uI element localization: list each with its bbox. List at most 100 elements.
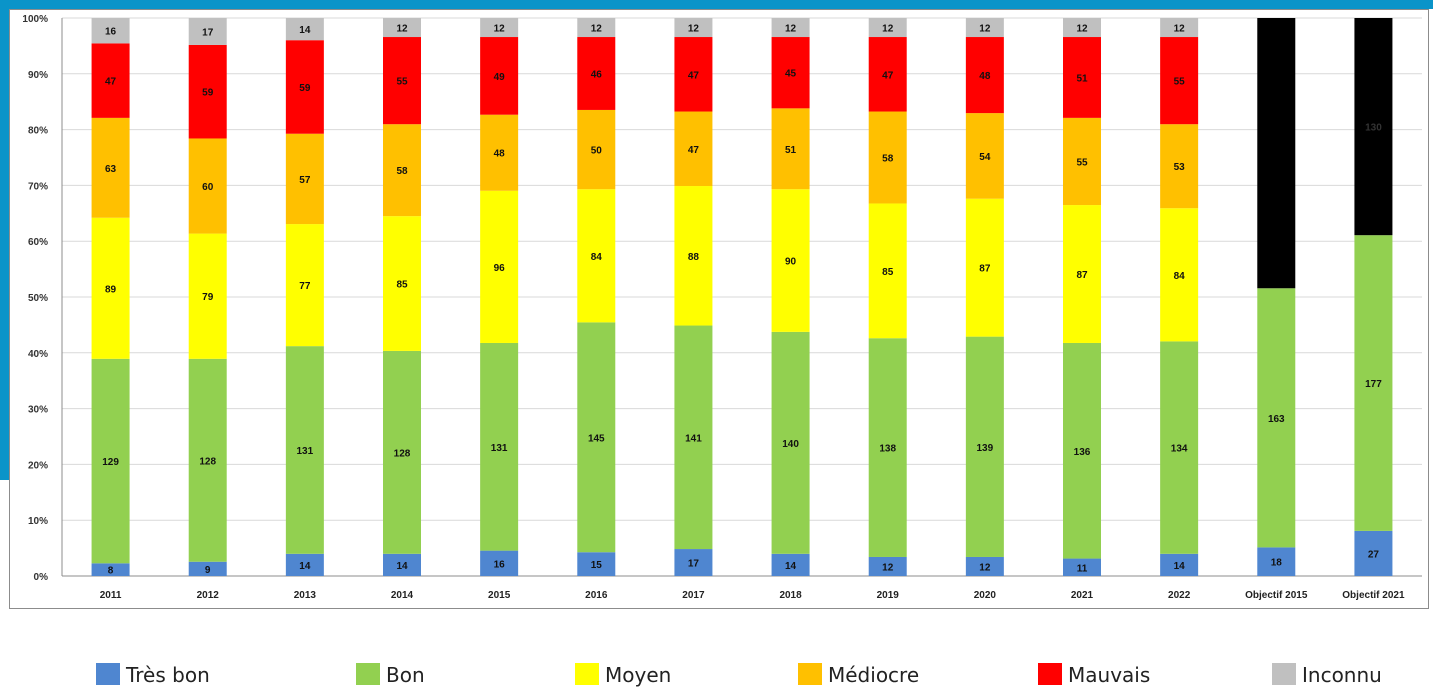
bar-segment xyxy=(480,18,519,38)
y-tick-label: 0% xyxy=(34,572,49,583)
data-label: 47 xyxy=(688,70,700,81)
data-label: 88 xyxy=(688,252,700,263)
bar-segment xyxy=(91,18,130,44)
bar-segment xyxy=(771,18,810,38)
bar-segment xyxy=(965,113,1004,199)
bar-segment xyxy=(188,18,227,45)
data-label: 12 xyxy=(979,24,991,35)
bar-segment xyxy=(577,189,616,323)
bar-segment xyxy=(285,346,324,554)
bar-segment xyxy=(285,40,324,134)
data-label: 59 xyxy=(299,83,311,94)
data-label: 77 xyxy=(299,281,311,292)
bar-segment xyxy=(771,37,810,109)
data-label: 84 xyxy=(1174,271,1186,282)
bar-segment xyxy=(868,111,907,204)
data-label: 130 xyxy=(1365,123,1382,134)
legend-item-bon: Bon xyxy=(356,663,425,691)
bar-segment xyxy=(771,108,810,190)
bar-segment xyxy=(1160,37,1199,125)
data-label: 55 xyxy=(396,77,408,88)
data-label: 18 xyxy=(1271,558,1283,569)
bar-segment xyxy=(1257,18,1296,289)
legend-item-inconnu: Inconnu xyxy=(1272,663,1382,691)
data-label: 139 xyxy=(977,443,994,454)
y-tick-label: 10% xyxy=(28,516,48,527)
data-label: 79 xyxy=(202,292,214,303)
data-label: 54 xyxy=(979,152,991,163)
data-label: 50 xyxy=(591,146,603,157)
data-label: 12 xyxy=(396,24,408,35)
bar-segment xyxy=(868,18,907,38)
data-label: 12 xyxy=(1174,24,1186,35)
data-label: 45 xyxy=(785,69,797,80)
bar-segment xyxy=(577,18,616,38)
legend-label: Inconnu xyxy=(1302,663,1382,687)
data-label: 96 xyxy=(494,263,506,274)
data-label: 57 xyxy=(299,175,311,186)
x-tick-label: 2022 xyxy=(1168,590,1191,601)
bar-segment xyxy=(674,549,713,576)
x-tick-label: 2020 xyxy=(974,590,997,601)
data-label: 145 xyxy=(588,433,605,444)
y-tick-label: 50% xyxy=(28,293,48,304)
data-label: 48 xyxy=(979,71,991,82)
bar-segment xyxy=(91,217,130,359)
x-tick-label: 2016 xyxy=(585,590,608,601)
bar-segment xyxy=(91,563,130,576)
data-label: 49 xyxy=(494,72,506,83)
chart-legend: Très bon Bon Moyen Médiocre Mauvais Inco… xyxy=(0,663,1433,691)
legend-swatch xyxy=(96,663,120,685)
bar-segment xyxy=(383,18,421,38)
legend-label: Bon xyxy=(386,663,425,687)
data-label: 128 xyxy=(199,456,216,467)
y-tick-label: 30% xyxy=(28,405,48,416)
x-tick-label: 2021 xyxy=(1071,590,1094,601)
data-label: 14 xyxy=(785,561,797,572)
data-label: 140 xyxy=(782,439,799,450)
legend-label: Mauvais xyxy=(1068,663,1151,687)
bar-segment xyxy=(91,358,130,564)
accent-bar-top xyxy=(0,0,1433,9)
data-label: 46 xyxy=(591,69,603,80)
y-tick-label: 80% xyxy=(28,126,48,137)
data-label: 87 xyxy=(1076,270,1088,281)
bar-segment xyxy=(771,553,810,576)
bar-segment xyxy=(188,561,227,576)
x-tick-label: 2011 xyxy=(100,590,122,601)
data-label: 58 xyxy=(882,154,894,165)
y-tick-label: 100% xyxy=(22,14,48,25)
data-label: 63 xyxy=(105,164,117,175)
data-label: 85 xyxy=(396,280,408,291)
data-label: 47 xyxy=(105,77,117,88)
data-label: 12 xyxy=(882,562,894,573)
data-label: 27 xyxy=(1368,549,1380,560)
y-tick-label: 90% xyxy=(28,70,48,81)
bar-segment xyxy=(188,233,227,359)
legend-swatch xyxy=(798,663,822,685)
data-label: 58 xyxy=(396,166,408,177)
x-tick-label: 2018 xyxy=(779,590,802,601)
bar-segment xyxy=(1160,124,1199,209)
data-label: 59 xyxy=(202,88,214,99)
bar-segment xyxy=(188,44,227,139)
data-label: 9 xyxy=(205,565,211,576)
bar-segment xyxy=(383,37,421,125)
data-label: 131 xyxy=(491,443,508,454)
x-tick-label: 2014 xyxy=(391,590,414,601)
data-label: 12 xyxy=(882,24,894,35)
data-label: 128 xyxy=(394,448,411,459)
bar-segment xyxy=(577,552,616,576)
y-tick-label: 40% xyxy=(28,349,48,360)
bar-segment xyxy=(383,216,421,351)
data-label: 177 xyxy=(1365,379,1382,390)
data-label: 55 xyxy=(1076,157,1088,168)
bar-segment xyxy=(965,37,1004,114)
data-label: 15 xyxy=(591,560,603,571)
data-label: 8 xyxy=(108,566,114,577)
bar-segment xyxy=(1160,18,1199,38)
data-label: 51 xyxy=(1076,73,1088,84)
legend-item-tres-bon: Très bon xyxy=(96,663,210,691)
bar-segment xyxy=(91,43,130,118)
legend-item-mauvais: Mauvais xyxy=(1038,663,1150,691)
